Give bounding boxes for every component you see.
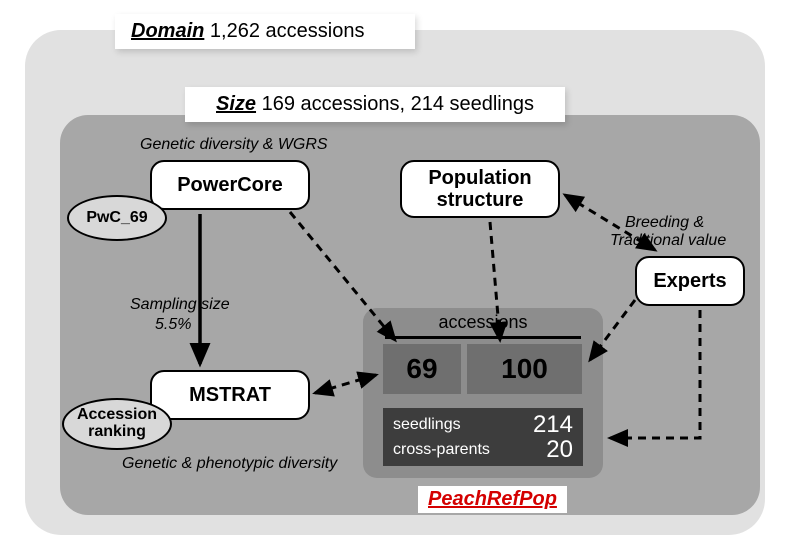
domain-text: 1,262 accessions bbox=[210, 20, 365, 42]
acc-ranking-l2: ranking bbox=[77, 424, 157, 441]
note-genetic-pheno: Genetic & phenotypic diversity bbox=[122, 455, 337, 473]
note-sampling-value: 5.5% bbox=[155, 316, 191, 334]
note-traditional: Traditional value bbox=[610, 232, 726, 250]
node-accession-ranking: Accession ranking bbox=[62, 398, 172, 450]
accessions-value-right: 100 bbox=[467, 344, 582, 394]
note-genetic-wgrs: Genetic diversity & WGRS bbox=[140, 136, 328, 154]
domain-key: Domain bbox=[131, 20, 204, 42]
node-popstruct-l2: structure bbox=[428, 189, 531, 211]
seedlings-box: seedlings 214 cross-parents 20 bbox=[383, 408, 583, 466]
seedlings-label: seedlings bbox=[393, 416, 461, 434]
note-breeding: Breeding & bbox=[625, 214, 704, 232]
note-sampling: Sampling size bbox=[130, 296, 230, 314]
size-key: Size bbox=[216, 93, 256, 115]
accessions-title: accessions bbox=[438, 312, 527, 333]
cross-parents-label: cross-parents bbox=[393, 441, 490, 459]
node-powercore: PowerCore bbox=[150, 160, 310, 210]
accessions-group: accessions 69 100 seedlings 214 cross-pa… bbox=[363, 308, 603, 478]
cross-parents-value: 20 bbox=[546, 436, 573, 464]
node-experts: Experts bbox=[635, 256, 745, 306]
node-population-structure: Population structure bbox=[400, 160, 560, 218]
diagram-canvas: Domain 1,262 accessions Size 169 accessi… bbox=[0, 0, 789, 544]
peachrefpop-label: PeachRefPop bbox=[418, 486, 567, 513]
size-text: 169 accessions, 214 seedlings bbox=[262, 93, 534, 115]
acc-ranking-l1: Accession bbox=[77, 407, 157, 424]
size-label: Size 169 accessions, 214 seedlings bbox=[185, 87, 565, 122]
node-popstruct-l1: Population bbox=[428, 167, 531, 189]
seedlings-value: 214 bbox=[533, 411, 573, 439]
domain-label: Domain 1,262 accessions bbox=[115, 14, 415, 49]
node-pwc69: PwC_69 bbox=[67, 195, 167, 241]
accessions-value-left: 69 bbox=[383, 344, 461, 394]
node-mstrat: MSTRAT bbox=[150, 370, 310, 420]
accessions-underline bbox=[385, 336, 581, 339]
